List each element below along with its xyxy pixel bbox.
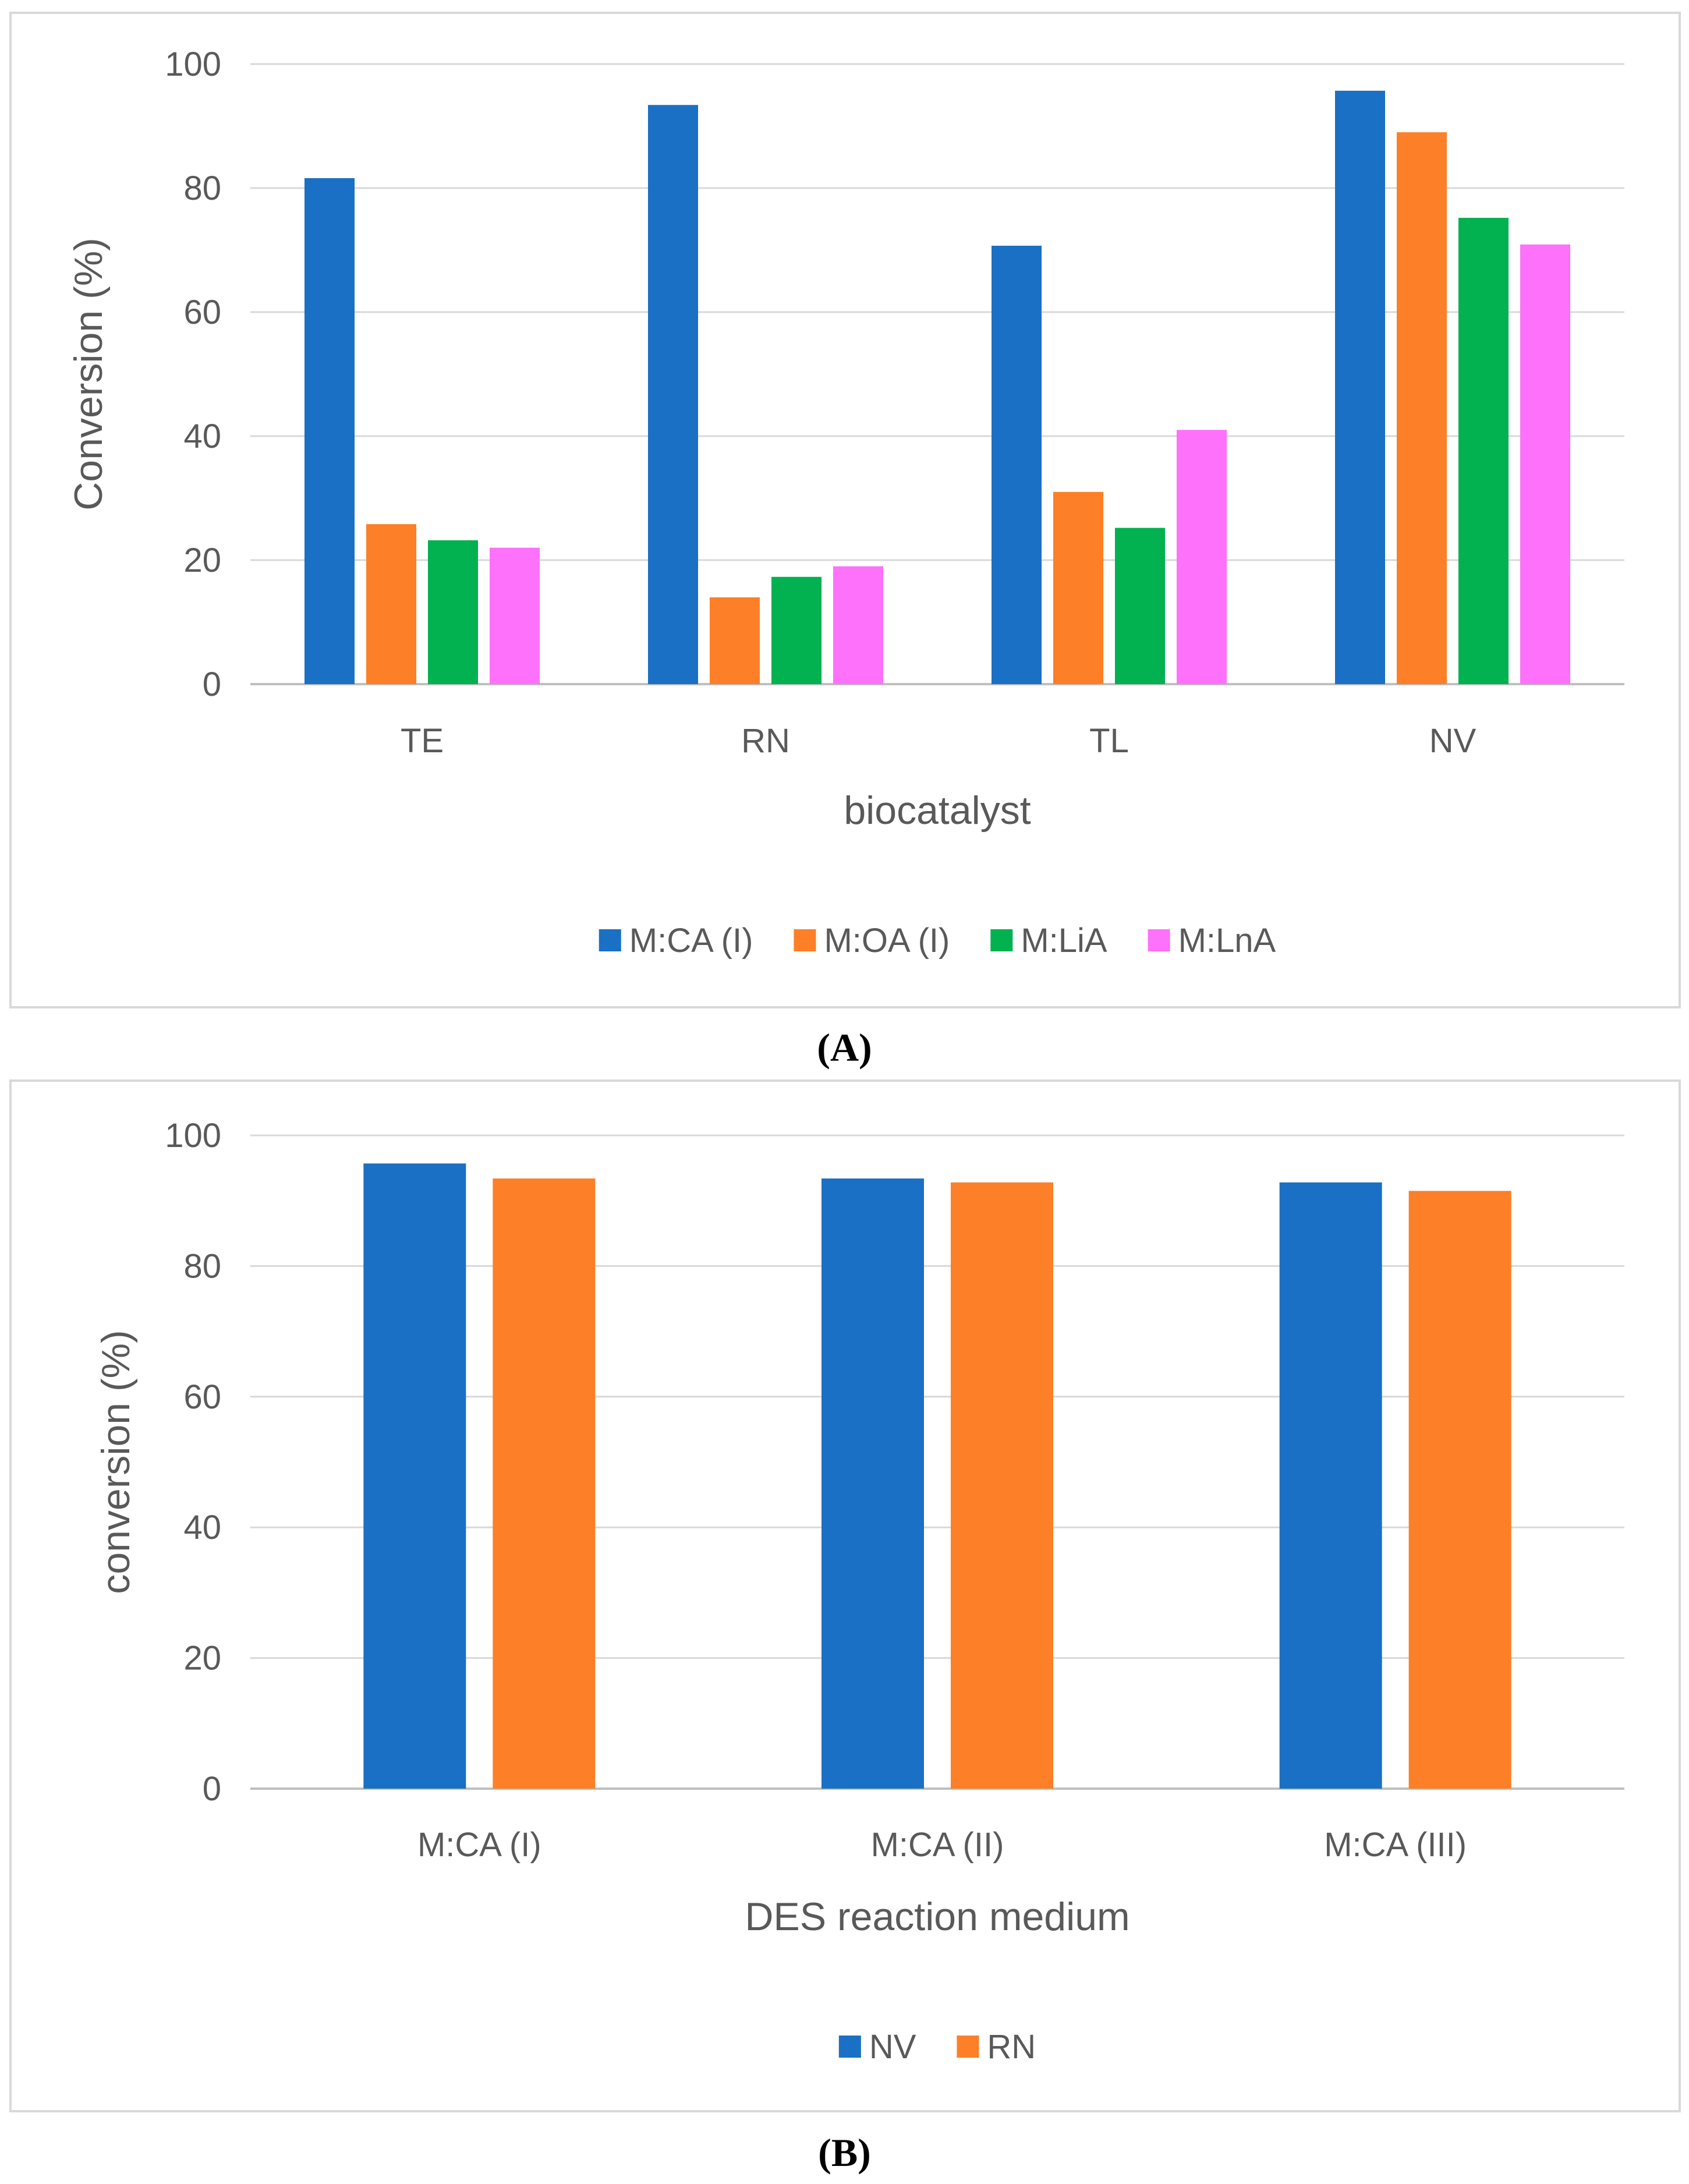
caption-open: ( <box>817 1025 830 1070</box>
bar <box>1115 528 1165 684</box>
x-axis-title: biocatalyst <box>844 788 1031 833</box>
bar <box>490 547 540 684</box>
bar <box>1279 1182 1382 1789</box>
bar <box>1408 1191 1511 1789</box>
bar <box>1458 218 1509 684</box>
bar-chart-b: 0 20 40 60 80 100 M:CA (I) M:CA (II) M:CA (III) D… <box>94 1117 1624 2066</box>
bar <box>771 576 822 684</box>
x-tick-label: RN <box>741 722 790 760</box>
y-tick-label: 100 <box>165 1117 221 1155</box>
y-tick-label: 20 <box>183 1640 221 1677</box>
x-axis-title: DES reaction medium <box>745 1895 1129 1939</box>
y-tick-label: 80 <box>183 169 221 207</box>
y-tick-label: 40 <box>183 1509 221 1546</box>
caption-close: ) <box>859 1025 872 1070</box>
legend-label: RN <box>987 2028 1036 2066</box>
bar <box>1177 430 1227 684</box>
bar <box>428 540 478 684</box>
y-axis-title: Conversion (%) <box>66 238 111 511</box>
bar <box>493 1178 596 1789</box>
y-tick-label: 100 <box>165 45 221 83</box>
legend-label: M:OA (I) <box>824 922 950 960</box>
y-tick-label: 40 <box>183 417 221 455</box>
caption-letter: A <box>830 1025 859 1070</box>
bar <box>363 1163 466 1789</box>
bar <box>822 1178 924 1789</box>
legend-label: M:LiA <box>1021 922 1107 960</box>
bar <box>648 105 698 685</box>
x-tick-label: M:CA (II) <box>871 1826 1004 1864</box>
y-tick-label: 0 <box>203 666 221 703</box>
y-tick-label: 60 <box>183 1378 221 1416</box>
panel-a-caption: (A) <box>0 1025 1689 1071</box>
x-tick-label: TL <box>1089 722 1129 760</box>
bar <box>304 178 355 685</box>
y-tick-label: 60 <box>183 293 221 331</box>
legend-label: NV <box>869 2028 916 2066</box>
bar <box>1520 244 1570 684</box>
x-tick-label: M:CA (I) <box>417 1826 541 1864</box>
legend-swatch <box>1148 929 1170 951</box>
legend-swatch <box>794 929 816 951</box>
y-axis-title: conversion (%) <box>94 1330 138 1594</box>
bar <box>833 566 883 684</box>
bar-chart-a: 0 20 40 60 80 100 TE RN TL NV biocatalyst Conversio… <box>66 45 1624 960</box>
bar <box>1053 491 1103 684</box>
legend-swatch <box>599 929 621 951</box>
legend-label: M:CA (I) <box>629 922 753 960</box>
bar <box>366 524 416 684</box>
bar <box>710 597 760 684</box>
bar <box>1397 132 1447 684</box>
y-tick-label: 80 <box>183 1247 221 1285</box>
legend-label: M:LnA <box>1178 922 1276 960</box>
bar <box>1335 90 1385 685</box>
x-tick-label: NV <box>1429 722 1476 760</box>
bar <box>951 1182 1053 1789</box>
panel-b-caption: (B) <box>0 2130 1689 2176</box>
legend-swatch <box>990 929 1013 951</box>
caption-open: ( <box>818 2130 831 2175</box>
y-tick-label: 20 <box>183 541 221 579</box>
legend-swatch <box>838 2036 861 2058</box>
bar <box>992 246 1042 684</box>
legend-swatch <box>957 2036 979 2058</box>
y-tick-label: 0 <box>203 1770 221 1808</box>
caption-letter: B <box>831 2130 858 2175</box>
x-tick-label: TE <box>401 722 444 760</box>
caption-close: ) <box>858 2130 871 2175</box>
x-tick-label: M:CA (III) <box>1324 1826 1467 1864</box>
